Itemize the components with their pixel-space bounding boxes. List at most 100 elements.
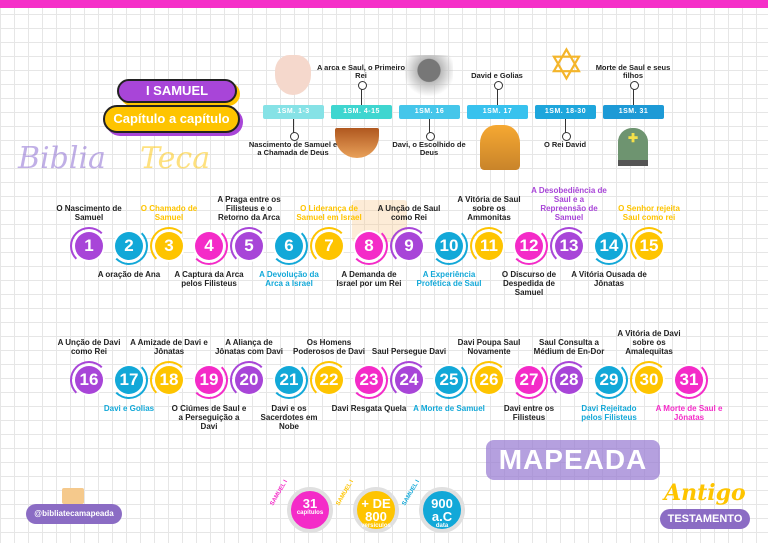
chapter-label: A Vitória de Davi sobre os Amalequitas bbox=[617, 329, 681, 356]
chapter-circle[interactable]: 12 bbox=[515, 232, 543, 260]
chapter-circle[interactable]: 8 bbox=[355, 232, 383, 260]
chapter-circle[interactable]: 5 bbox=[235, 232, 263, 260]
chapter-circle[interactable]: 31 bbox=[675, 366, 703, 394]
stat-caption: versículos bbox=[361, 523, 391, 529]
chapter-connector bbox=[630, 227, 668, 265]
chapter-label: Saul Persegue Davi bbox=[371, 347, 447, 356]
chapter-circle[interactable]: 26 bbox=[475, 366, 503, 394]
timeline-label: Nascimento de Samuel e a Chamada de Deus bbox=[248, 140, 338, 157]
watermark-teca: Teca bbox=[140, 141, 211, 176]
timeline-range: 1SM. 18-30 bbox=[535, 105, 596, 119]
chapter-label: A Experiência Profética de Saul bbox=[416, 270, 482, 288]
ark-icon bbox=[335, 128, 379, 158]
chapter-circle[interactable]: 30 bbox=[635, 366, 663, 394]
chapter-connector bbox=[150, 227, 188, 265]
chapter-connector bbox=[430, 361, 468, 399]
chapter-label: A Demanda de Israel por um Rei bbox=[336, 270, 402, 288]
chapter-circle[interactable]: 1 bbox=[75, 232, 103, 260]
chapter-label: Davi Resgata Quela bbox=[331, 404, 407, 413]
chapter-connector bbox=[630, 361, 668, 399]
timeline-range: 1SM. 31 bbox=[603, 105, 664, 119]
chapter-connector bbox=[510, 227, 548, 265]
chapter-circle[interactable]: 14 bbox=[595, 232, 623, 260]
chapter-circle[interactable]: 23 bbox=[355, 366, 383, 394]
chapter-circle[interactable]: 2 bbox=[115, 232, 143, 260]
chapter-circle[interactable]: 27 bbox=[515, 366, 543, 394]
chapter-connector bbox=[510, 361, 548, 399]
chapter-connector bbox=[310, 227, 348, 265]
chapter-label: Saul Consulta a Médium de En-Dor bbox=[533, 338, 605, 356]
chapter-connector bbox=[390, 361, 428, 399]
chapter-circle[interactable]: 10 bbox=[435, 232, 463, 260]
timeline-pin bbox=[494, 81, 503, 105]
chapter-label: A Unção de Saul como Rei bbox=[377, 204, 441, 222]
chapter-circle[interactable]: 3 bbox=[155, 232, 183, 260]
timeline-label: A arca e Saul, o Primeiro Rei bbox=[316, 63, 406, 80]
chapter-circle[interactable]: 25 bbox=[435, 366, 463, 394]
subtitle-badge: Capítulo a capítulo bbox=[103, 105, 240, 133]
stat-value: 900 a.C bbox=[431, 496, 453, 524]
chapter-circle[interactable]: 15 bbox=[635, 232, 663, 260]
top-accent-bar bbox=[0, 0, 768, 8]
chapter-connector bbox=[110, 227, 148, 265]
watermark-biblia: Biblia bbox=[18, 141, 106, 176]
chapter-label: A Praga entre os Filisteus e o Retorno d… bbox=[217, 195, 281, 222]
chapter-circle[interactable]: 20 bbox=[235, 366, 263, 394]
stat-tag: SAMUEL I bbox=[269, 479, 290, 507]
library-logo-icon bbox=[62, 488, 84, 504]
chapter-connector bbox=[270, 361, 308, 399]
chapter-circle[interactable]: 19 bbox=[195, 366, 223, 394]
chapter-label: Davi e Golias bbox=[103, 404, 155, 413]
timeline-range: 1SM. 16 bbox=[399, 105, 460, 119]
chapter-label: O Ciúmes de Saul e a Perseguição a Davi bbox=[171, 404, 247, 431]
stat-circle: 31 capítulos bbox=[287, 487, 333, 533]
timeline-range: 1SM. 17 bbox=[467, 105, 528, 119]
chapter-label: A Vitória de Saul sobre os Ammonitas bbox=[457, 195, 521, 222]
timeline-range: 1SM. 4-15 bbox=[331, 105, 392, 119]
chapter-label: O Nascimento de Samuel bbox=[56, 204, 122, 222]
chapter-circle[interactable]: 13 bbox=[555, 232, 583, 260]
praying-hands-icon bbox=[275, 55, 311, 95]
chapter-label: A Captura da Arca pelos Filisteus bbox=[174, 270, 244, 288]
star-of-david-icon: ✡ bbox=[548, 41, 585, 90]
chapter-label: A Morte de Saul e Jônatas bbox=[655, 404, 723, 422]
timeline-label: David e Golias bbox=[471, 71, 523, 80]
timeline-label: Davi, o Escolhido de Deus bbox=[392, 140, 466, 157]
chapter-circle[interactable]: 4 bbox=[195, 232, 223, 260]
chapter-circle[interactable]: 24 bbox=[395, 366, 423, 394]
testament-top: Antigo bbox=[664, 480, 746, 506]
chapter-label: A Devolução da Arca a Israel bbox=[259, 270, 319, 288]
chapter-connector bbox=[270, 227, 308, 265]
chapter-circle[interactable]: 7 bbox=[315, 232, 343, 260]
chapter-circle[interactable]: 21 bbox=[275, 366, 303, 394]
chapter-circle[interactable]: 16 bbox=[75, 366, 103, 394]
stat-circle: 900 a.C data bbox=[419, 487, 465, 533]
watermark-mapeada: MAPEADA bbox=[486, 440, 660, 480]
chapter-connector bbox=[190, 361, 228, 399]
chapter-label: O Discurso de Despedida de Samuel bbox=[501, 270, 557, 297]
chapter-label: O Chamado de Samuel bbox=[140, 204, 198, 222]
chapter-connector bbox=[590, 361, 628, 399]
chapter-circle[interactable]: 22 bbox=[315, 366, 343, 394]
chapter-circle[interactable]: 6 bbox=[275, 232, 303, 260]
chapter-connector bbox=[550, 361, 588, 399]
chapter-circle[interactable]: 11 bbox=[475, 232, 503, 260]
chapter-label: A Unção de Davi como Rei bbox=[57, 338, 121, 356]
chapter-connector bbox=[230, 361, 268, 399]
chapter-circle[interactable]: 28 bbox=[555, 366, 583, 394]
chapter-connector bbox=[230, 227, 268, 265]
chapter-circle[interactable]: 17 bbox=[115, 366, 143, 394]
chapter-label: Davi e os Sacerdotes em Nobe bbox=[260, 404, 318, 431]
chapter-connector bbox=[670, 361, 708, 399]
chapter-connector bbox=[110, 361, 148, 399]
chapter-label: A Amizade de Davi e Jônatas bbox=[130, 338, 208, 356]
stat-value: 31 bbox=[302, 496, 318, 511]
chapter-circle[interactable]: 29 bbox=[595, 366, 623, 394]
social-handle-badge[interactable]: @bibliatecamapeada bbox=[26, 504, 122, 524]
stat-caption: capítulos bbox=[296, 510, 324, 516]
chapter-connector bbox=[430, 227, 468, 265]
chapter-label: Davi entre os Filisteus bbox=[503, 404, 555, 422]
chapter-circle[interactable]: 9 bbox=[395, 232, 423, 260]
chapter-label: O Senhor rejeita Saul como rei bbox=[618, 204, 680, 222]
chapter-circle[interactable]: 18 bbox=[155, 366, 183, 394]
